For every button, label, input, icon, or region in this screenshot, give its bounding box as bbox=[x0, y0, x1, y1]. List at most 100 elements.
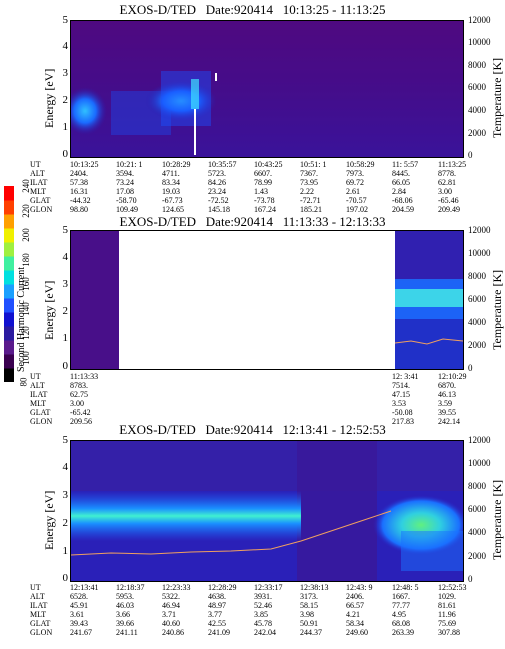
table-cell: 249.60 bbox=[346, 628, 368, 637]
table-cell: 46.03 bbox=[116, 601, 134, 610]
table-row-label: GLAT bbox=[30, 196, 51, 205]
y-axis-label: Energy [eV] bbox=[42, 68, 56, 128]
y-tick: 3 bbox=[62, 278, 69, 290]
y-tick: 2 bbox=[62, 94, 69, 106]
y2-axis-label: Temperature [K] bbox=[490, 57, 504, 138]
data-gap-mark bbox=[215, 73, 217, 81]
table-cell: 45.78 bbox=[254, 619, 272, 628]
spectrogram-3-svg bbox=[71, 441, 463, 581]
table-cell: 12:48: 5 bbox=[392, 583, 419, 592]
table-cell: 12:18:37 bbox=[116, 583, 145, 592]
table-row-label: GLON bbox=[30, 628, 53, 637]
y2-tick: 0 bbox=[468, 574, 473, 584]
y2-tick: 8000 bbox=[468, 60, 486, 70]
table-cell: 241.09 bbox=[208, 628, 230, 637]
y-tick: 0 bbox=[62, 148, 69, 160]
y2-tick: 6000 bbox=[468, 294, 486, 304]
table-cell: 197.02 bbox=[346, 205, 368, 214]
table-cell: 5723. bbox=[208, 169, 226, 178]
table-cell: 240.86 bbox=[162, 628, 184, 637]
spectrogram-1-svg bbox=[71, 21, 463, 157]
y2-tick: 10000 bbox=[468, 248, 491, 258]
table-cell: 3594. bbox=[116, 169, 134, 178]
table-row-label: ALT bbox=[30, 169, 45, 178]
y-tick: 2 bbox=[62, 517, 69, 529]
table-cell: 307.88 bbox=[438, 628, 460, 637]
table-cell: 4711. bbox=[162, 169, 180, 178]
table-cell: 23.24 bbox=[208, 187, 226, 196]
table-cell: 11: 5:57 bbox=[392, 160, 419, 169]
data-segment bbox=[71, 231, 119, 369]
y-tick: 4 bbox=[62, 251, 69, 263]
table-cell: 45.91 bbox=[70, 601, 88, 610]
table-cell: 16.31 bbox=[70, 187, 88, 196]
colorbar bbox=[4, 186, 14, 382]
table-cell: 4.21 bbox=[346, 610, 360, 619]
table-cell: 241.11 bbox=[116, 628, 138, 637]
y2-tick: 10000 bbox=[468, 458, 491, 468]
y-tick: 5 bbox=[62, 14, 69, 26]
table-cell: 145.18 bbox=[208, 205, 230, 214]
intensity-band bbox=[395, 289, 463, 307]
colorbar-swatch bbox=[4, 242, 14, 257]
table-cell: 58.34 bbox=[346, 619, 364, 628]
table-cell: 39.55 bbox=[438, 408, 456, 417]
table-cell: 3173. bbox=[300, 592, 318, 601]
data-gap-mark bbox=[194, 109, 196, 155]
table-cell: 52.46 bbox=[254, 601, 272, 610]
colorbar-swatch bbox=[4, 200, 14, 215]
y-tick: 5 bbox=[62, 224, 69, 236]
table-cell: 12:38:13 bbox=[300, 583, 329, 592]
table-cell: 3.85 bbox=[254, 610, 268, 619]
table-cell: 2404. bbox=[70, 169, 88, 178]
table-cell: 98.80 bbox=[70, 205, 88, 214]
table-row-label: GLAT bbox=[30, 408, 51, 417]
table-cell: 12: 3:41 bbox=[392, 372, 419, 381]
table-row-label: ALT bbox=[30, 592, 45, 601]
y2-tick: 4000 bbox=[468, 105, 486, 115]
table-cell: 1.43 bbox=[254, 187, 268, 196]
table-row-label: ILAT bbox=[30, 601, 48, 610]
y-tick: 1 bbox=[62, 545, 69, 557]
colorbar-swatch bbox=[4, 256, 14, 271]
y-tick: 1 bbox=[62, 121, 69, 133]
table-cell: 242.04 bbox=[254, 628, 276, 637]
y2-tick: 2000 bbox=[468, 551, 486, 561]
table-cell: 84.26 bbox=[208, 178, 226, 187]
table-cell: 69.72 bbox=[346, 178, 364, 187]
table-cell: 12:23:33 bbox=[162, 583, 191, 592]
table-cell: -72.71 bbox=[300, 196, 321, 205]
table-cell: 6607. bbox=[254, 169, 272, 178]
y2-tick: 6000 bbox=[468, 504, 486, 514]
colorbar-swatch bbox=[4, 284, 14, 299]
colorbar-tick: 240 bbox=[20, 179, 31, 193]
table-cell: 17.08 bbox=[116, 187, 134, 196]
table-cell: 109.49 bbox=[116, 205, 138, 214]
table-cell: 3.66 bbox=[116, 610, 130, 619]
table-row-label: UT bbox=[30, 160, 41, 169]
table-cell: 6528. bbox=[70, 592, 88, 601]
table-cell: 39.43 bbox=[70, 619, 88, 628]
colorbar-swatch bbox=[4, 354, 14, 369]
table-cell: 241.67 bbox=[70, 628, 92, 637]
table-cell: 5953. bbox=[116, 592, 134, 601]
table-cell: 2.84 bbox=[392, 187, 406, 196]
y-tick: 1 bbox=[62, 332, 69, 344]
temperature-trace bbox=[71, 510, 392, 556]
panel-1: EXOS-D/TED Date:920414 10:13:25 - 11:13:… bbox=[0, 0, 505, 214]
y-tick: 4 bbox=[62, 461, 69, 473]
table-cell: 50.91 bbox=[300, 619, 318, 628]
table-cell: 3.98 bbox=[300, 610, 314, 619]
table-cell: -50.08 bbox=[392, 408, 413, 417]
table-cell: 217.83 bbox=[392, 417, 414, 426]
table-cell: 209.56 bbox=[70, 417, 92, 426]
spectrogram-2-svg bbox=[71, 231, 463, 369]
table-cell: 73.95 bbox=[300, 178, 318, 187]
table-cell: 62.81 bbox=[438, 178, 456, 187]
info-table-1: UT 10:13:25 10:21: 1 10:28:29 10:35:57 10:43:… bbox=[0, 160, 505, 216]
table-cell: 209.49 bbox=[438, 205, 460, 214]
table-cell: 5322. bbox=[162, 592, 180, 601]
y-tick: 0 bbox=[62, 360, 69, 372]
panel-title: EXOS-D/TED Date:920414 12:13:41 - 12:52:… bbox=[119, 422, 386, 437]
y2-tick: 6000 bbox=[468, 82, 486, 92]
